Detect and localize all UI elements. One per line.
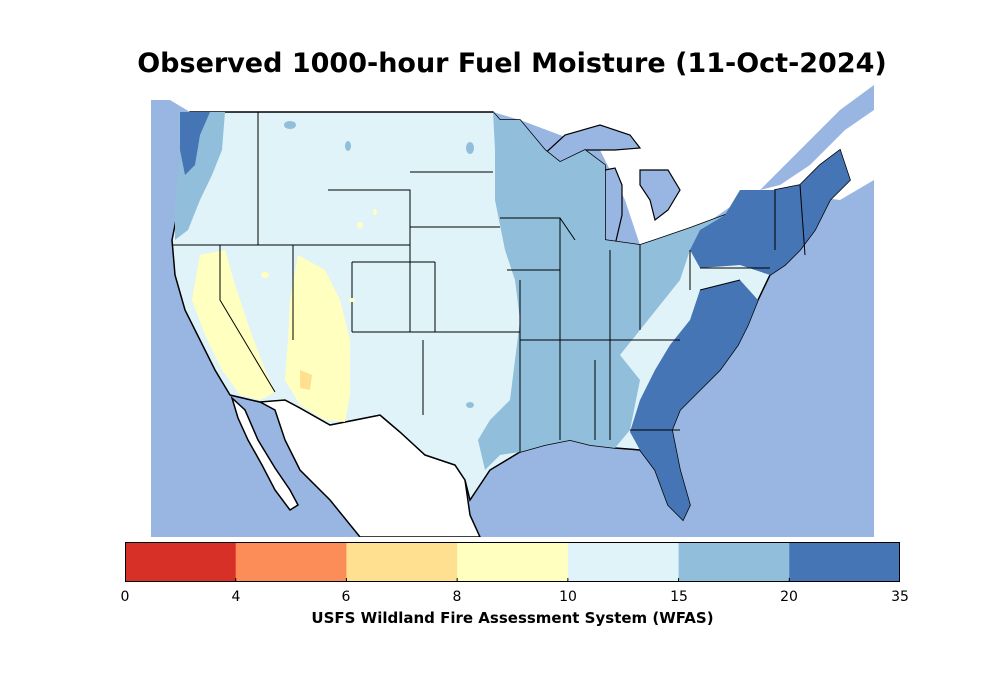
colorbar-bin (235, 542, 347, 582)
baja-peninsula (230, 395, 299, 512)
colorbar-bin (346, 542, 458, 582)
colorbar-tick: 0 (120, 589, 130, 605)
midwest-moist-zone (478, 112, 725, 470)
colorbar-bin (125, 542, 237, 582)
arizona-very-dry (300, 370, 312, 390)
northeast-wet-zone (690, 150, 850, 275)
colorbar-bin (457, 542, 569, 582)
southeast-wet-zone (630, 280, 758, 520)
dry-specks (261, 209, 377, 302)
st-lawrence-region (760, 85, 874, 190)
southwest-dry-zone (192, 250, 275, 400)
colorbar-tick: 35 (891, 589, 909, 605)
pacific-nw-wet (180, 112, 210, 175)
colorbar-border (125, 542, 900, 582)
fuel-moisture-map (151, 85, 874, 537)
colorbar-label: USFS Wildland Fire Assessment System (WF… (311, 609, 714, 627)
colorbar-tick: 8 (452, 589, 462, 605)
colorbar-tick: 20 (780, 589, 798, 605)
colorbar-tick: 4 (231, 589, 241, 605)
colorbar-bin (789, 542, 900, 582)
state-borders (172, 112, 806, 452)
colorbar-tick: 15 (670, 589, 688, 605)
scattered-specks (284, 121, 541, 408)
colorbar-tick: 10 (559, 589, 577, 605)
colorbar-tick: 6 (341, 589, 351, 605)
map-title: Observed 1000-hour Fuel Moisture (11-Oct… (137, 48, 887, 79)
lake-huron (639, 169, 681, 222)
colorbar-bin (678, 542, 790, 582)
colorbar-bin (567, 542, 680, 582)
colorbar (125, 542, 900, 582)
canada-landmass (151, 85, 874, 245)
